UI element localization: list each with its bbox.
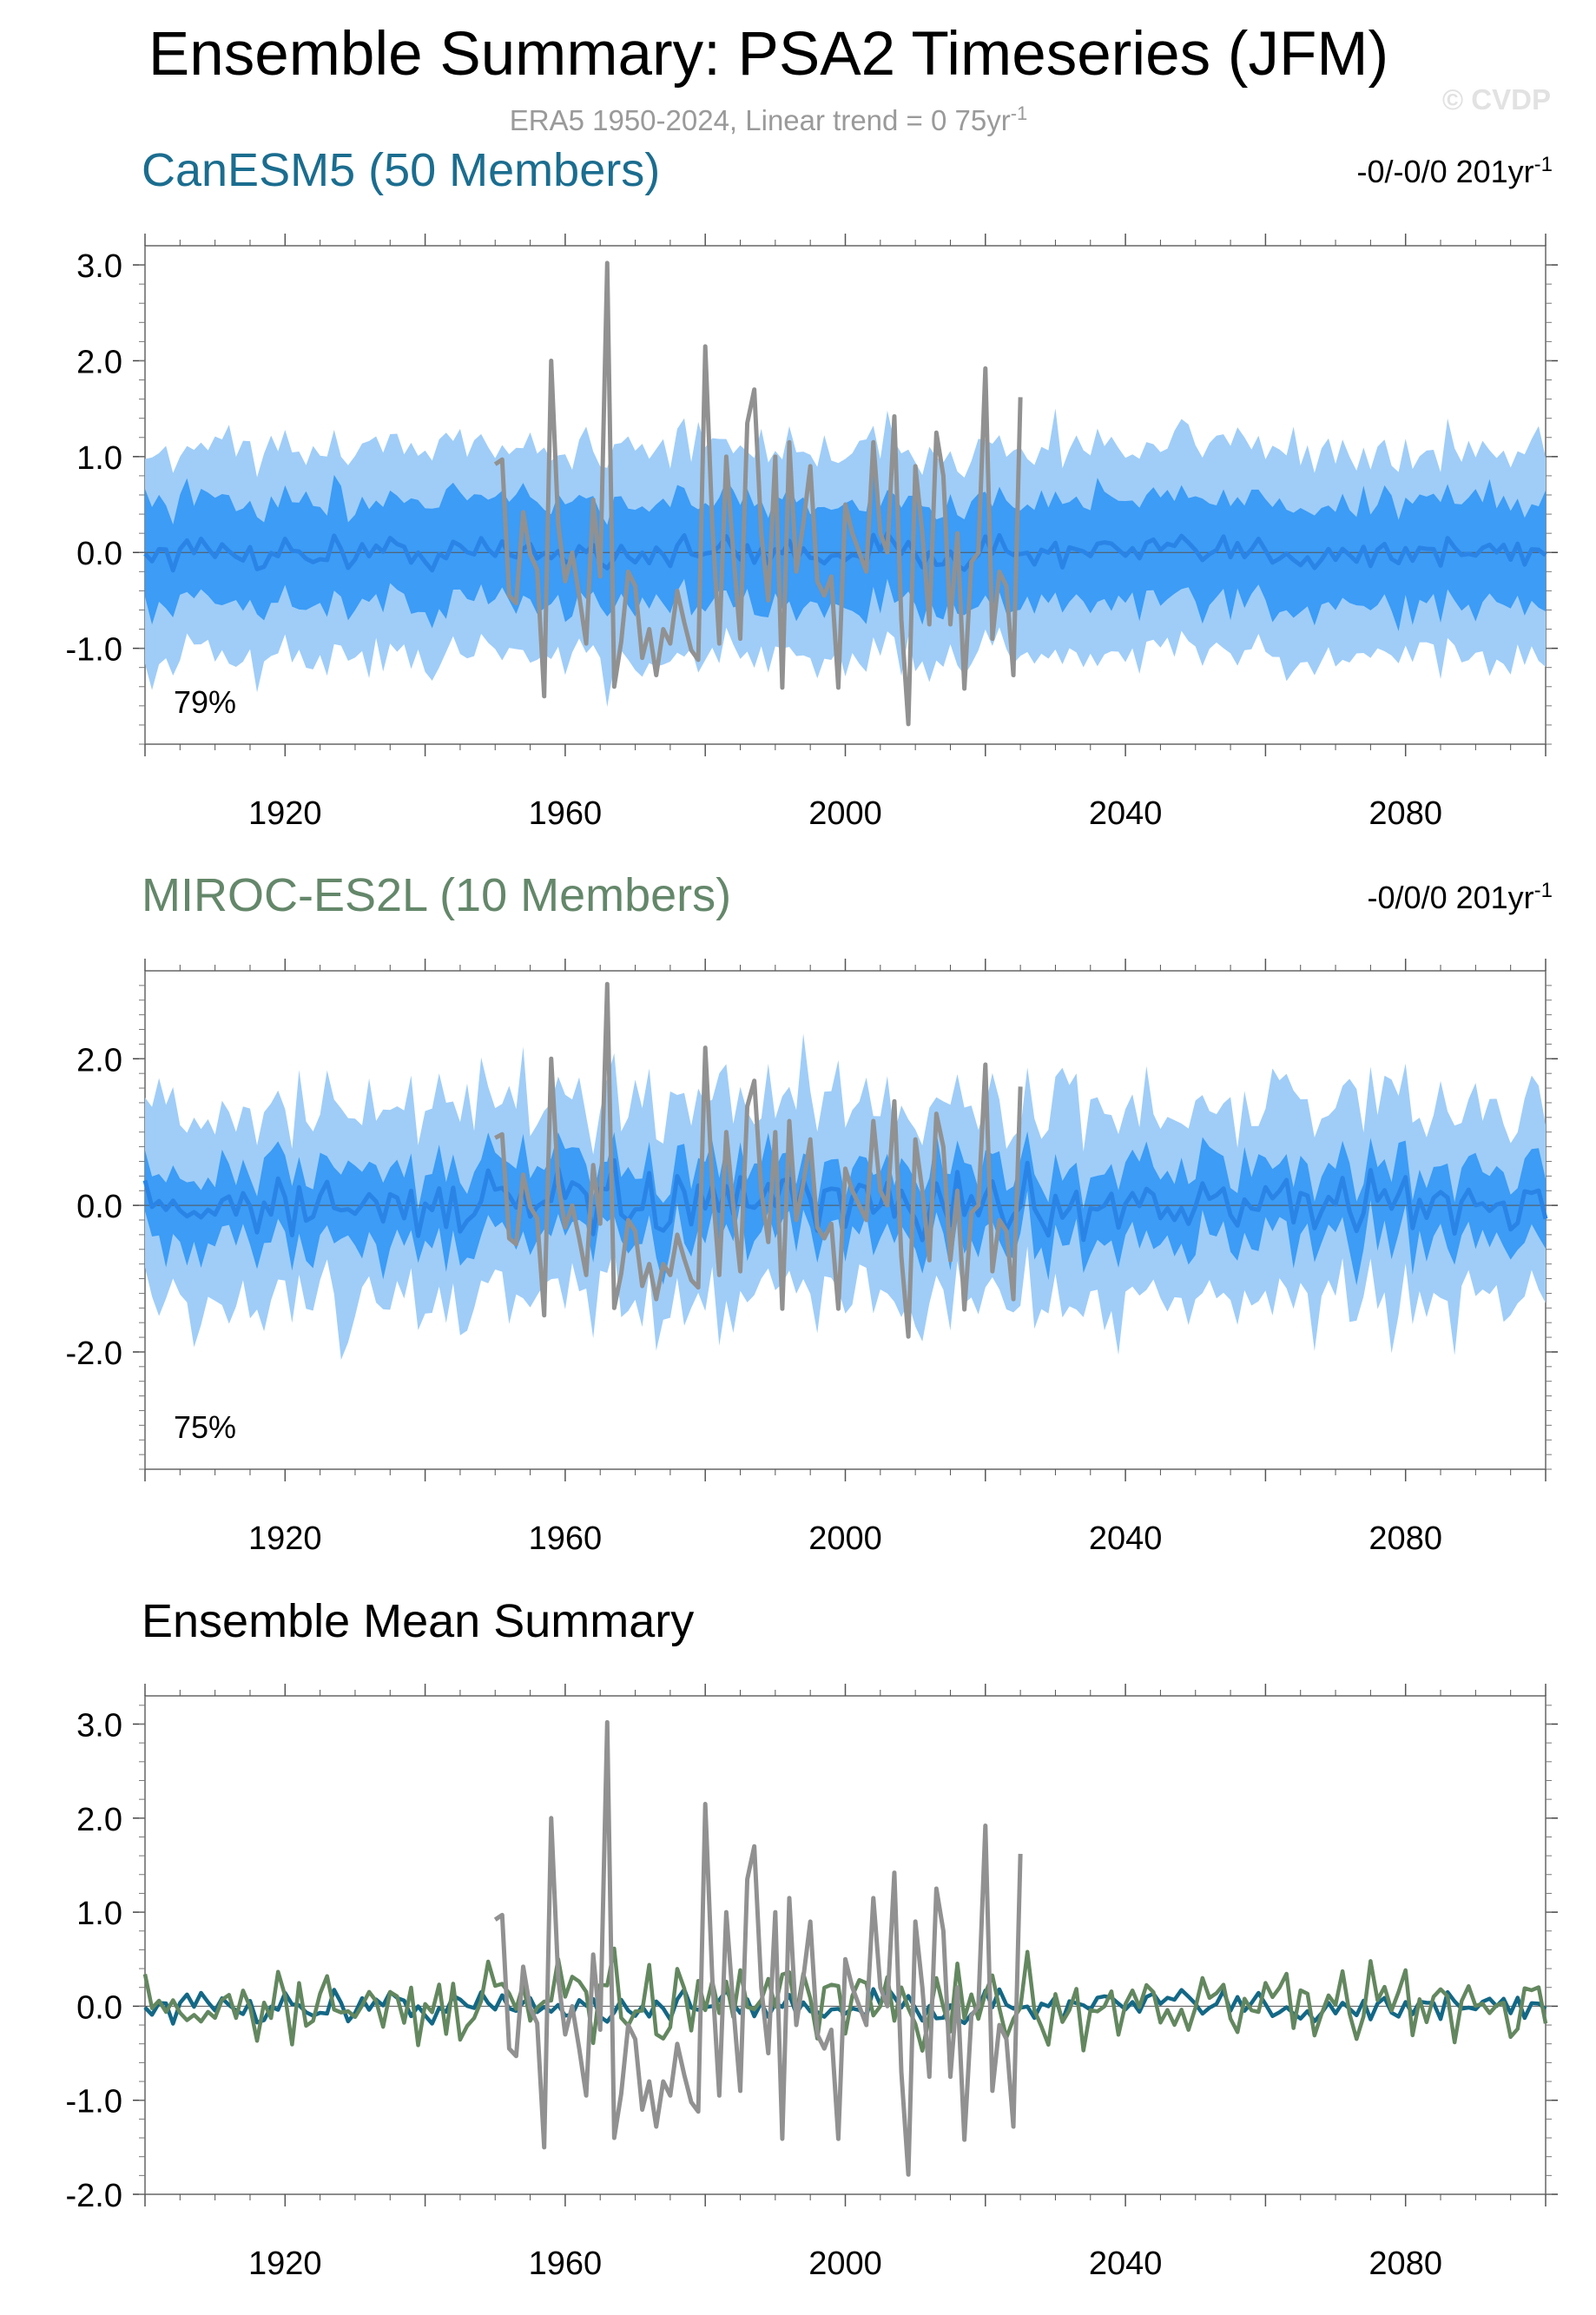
ensemble-mean-x-tick-label: 2000 [808,2246,882,2282]
canesm5-y-tick-label: -1.0 [66,632,122,669]
miroc-trend-superscript: -1 [1533,879,1553,902]
canesm5-x-tick-label: 2080 [1368,795,1442,832]
canesm5-panel-title: CanESM5 (50 Members) [142,144,661,196]
canesm5-x-tick-label: 1920 [248,795,322,832]
canesm5-x-tick-label: 2000 [808,795,882,832]
ensemble-mean-era5-obs-line [493,1719,1023,2177]
miroc-x-tick-label: 2040 [1089,1520,1163,1557]
ensemble-mean-y-tick-label: 3.0 [76,1707,122,1744]
miroc-mean-line [142,1946,1548,2053]
miroc-x-tick-label: 2080 [1368,1520,1442,1557]
canesm5-y-tick-label: 3.0 [76,248,122,285]
miroc-y-tick-label: 2.0 [76,1042,122,1078]
miroc-x-tick-label: 2000 [808,1520,882,1557]
canesm5-x-tick-label: 2040 [1089,795,1163,832]
ensemble-mean-y-tick-label: 2.0 [76,1802,122,1838]
miroc-percent-label: 75% [174,1409,236,1445]
miroc-x-tick-label: 1960 [529,1520,603,1557]
canesm5-percent-label: 79% [174,684,236,720]
ensemble-mean-y-tick-label: 0.0 [76,1989,122,2026]
canesm5-y-tick-label: 1.0 [76,440,122,477]
ensemble-mean-plot-frame [144,1695,1547,2195]
miroc-trend-text: -0/0/0 201yr [1367,880,1534,915]
miroc-panel-title: MIROC-ES2L (10 Members) [142,869,732,921]
canesm5-trend-label: -0/-0/0 201yr-1 [1357,153,1553,190]
cvdp-watermark: © CVDP [1441,83,1551,115]
figure-subtitle: ERA5 1950-2024, Linear trend = 0 75yr-1 [0,102,1537,137]
ensemble-mean-x-tick-label: 1960 [529,2246,603,2282]
ensemble-mean-panel-title: Ensemble Mean Summary [142,1595,695,1647]
ensemble-mean-y-tick-label: -2.0 [66,2178,122,2214]
canesm5-x-tick-label: 1960 [529,795,603,832]
miroc-trend-label: -0/0/0 201yr-1 [1368,879,1553,916]
miroc-ensemble-mean-line [142,1158,1548,1243]
canesm5-y-tick-label: 2.0 [76,344,122,380]
miroc-y-tick-label: 0.0 [76,1189,122,1225]
ensemble-mean-x-tick-label: 2080 [1368,2246,1442,2282]
canesm5-era5-obs-line [493,261,1023,727]
canesm5-trend-text: -0/-0/0 201yr [1356,154,1534,189]
ensemble-mean-y-tick-label: -1.0 [66,2084,122,2120]
figure-title: Ensemble Summary: PSA2 Timeseries (JFM) [148,20,1389,89]
canesm5-y-tick-label: 0.0 [76,536,122,572]
ensemble-mean-y-tick-label: 1.0 [76,1896,122,1932]
miroc-y-tick-label: -2.0 [66,1336,122,1372]
miroc-x-tick-label: 1920 [248,1520,322,1557]
ensemble-mean-x-tick-label: 2040 [1089,2246,1163,2282]
canesm5-trend-superscript: -1 [1533,153,1553,176]
subtitle-text: ERA5 1950-2024, Linear trend = 0 75yr [509,104,1011,136]
ensemble-mean-x-tick-label: 1920 [248,2246,322,2282]
subtitle-superscript: -1 [1010,102,1028,124]
miroc-era5-obs-line [494,981,1023,1339]
